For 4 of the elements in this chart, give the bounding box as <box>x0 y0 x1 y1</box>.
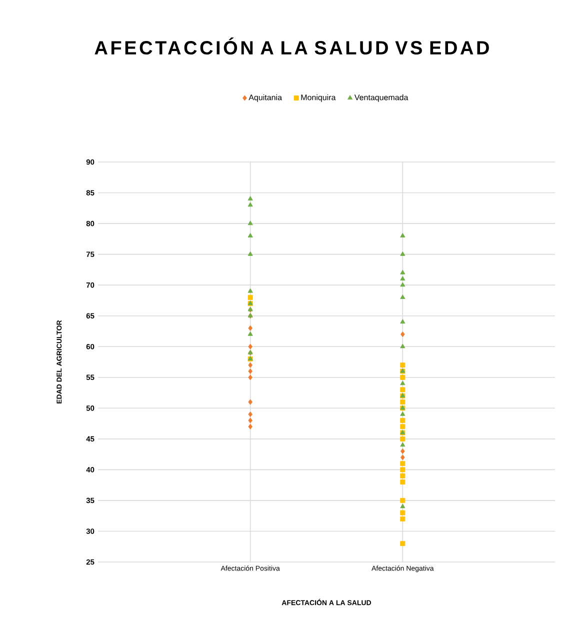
legend-label: Aquitania <box>248 94 282 102</box>
legend-label: Moniquira <box>301 94 336 102</box>
legend-label: Ventaquemada <box>354 94 408 102</box>
chart-title: AFECTACCIÓN A LA SALUD VS EDAD <box>94 38 489 55</box>
